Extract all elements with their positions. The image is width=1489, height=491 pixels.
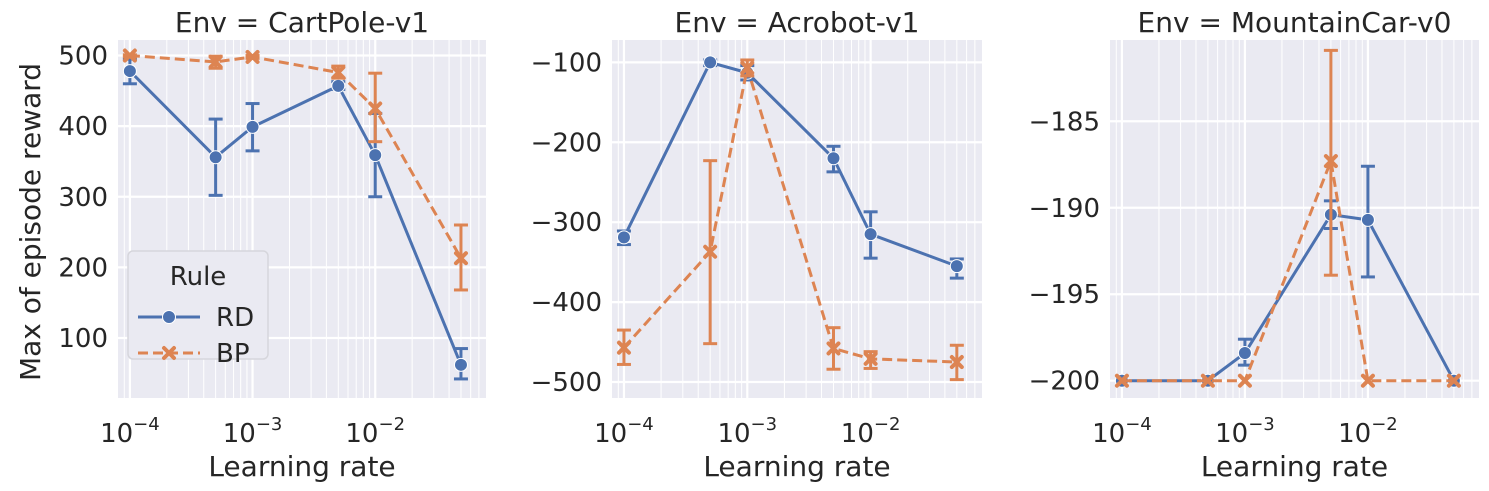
y-tick-label: −195 [1029,280,1100,310]
plot-area [1110,40,1479,398]
x-axis-label: Learning rate [208,450,395,483]
data-point [1114,373,1129,388]
data-point [703,244,718,259]
series-line [129,54,463,259]
legend-box [127,250,269,360]
data-point [368,101,383,116]
panel-1: 10−4 10−3 10−2 100 200 300 400 500 Env = CartPol… [58,6,486,483]
y-tick-label: 200 [58,253,108,283]
data-point [616,230,631,245]
data-point [331,65,346,80]
x-axis-label: Learning rate [703,450,890,483]
y-tick-label: 400 [58,112,108,142]
data-point [208,150,223,165]
data-point [1200,373,1215,388]
plot-area [612,40,982,398]
y-tick-label: 500 [58,42,108,72]
data-point [245,119,260,134]
data-point [740,60,755,75]
panels: 10−4 10−3 10−2 100 200 300 400 500 Env = CartPol… [58,6,1479,483]
series-line [1121,155,1454,383]
x-tick-label: 10−2 [1338,414,1398,449]
y-tick-label: −500 [531,368,602,398]
x-tick-label: 10−4 [594,414,654,449]
data-point [208,54,223,69]
panel-2: 10−4 10−3 10−2 −500 −400 −300 −200 −100 Env = Ac… [531,6,982,483]
data-point [826,341,841,356]
chart-title: Env = Acrobot-v1 [675,6,920,39]
chart-title: Env = MountainCar-v0 [1138,6,1452,39]
data-point [949,259,964,274]
data-point [863,227,878,242]
data-point [703,55,718,70]
x-tick-label: 10−2 [841,414,901,449]
data-point [1446,373,1461,388]
series-line [622,60,958,268]
x-tick-label: 10−4 [1092,414,1152,449]
y-tick-label: −190 [1029,194,1100,224]
data-point [1323,154,1338,169]
data-point [1360,212,1375,227]
x-tick-label: 10−3 [1215,414,1275,449]
legend-title: Rule [170,262,227,292]
legend-label: RD [216,303,254,333]
data-point [122,48,137,63]
series-line [128,70,463,366]
data-point [949,355,964,370]
data-point [453,357,468,372]
legend: Rule RD BP [127,250,269,369]
legend-entry-BP: BP [138,339,250,369]
y-tick-label: −100 [531,48,602,78]
data-point [368,148,383,163]
series-line [622,67,957,364]
series-BP [122,48,468,292]
y-tick-label: −300 [531,208,602,238]
y-tick-label: 300 [58,183,108,213]
chart-title: Env = CartPole-v1 [175,6,429,39]
panel-3: 10−4 10−3 10−2 −200 −195 −190 −185 Env = Mounta… [1029,6,1479,483]
data-point [1237,346,1252,361]
data-point [331,78,346,93]
y-tick-label: −400 [531,288,602,318]
legend-entry-RD: RD [138,303,254,333]
data-point [826,151,841,166]
y-axis-label: Max of episode reward [14,63,47,381]
data-point [1237,373,1252,388]
y-tick-label: −200 [531,128,602,158]
x-axis-label: Learning rate [1201,450,1388,483]
data-point [453,251,468,266]
data-point [616,340,631,355]
data-point [863,351,878,366]
x-tick-label: 10−3 [223,414,283,449]
data-point [1360,373,1375,388]
x-tick-label: 10−2 [345,414,405,449]
y-tick-label: −200 [1029,367,1100,397]
legend-label: BP [216,339,250,369]
series-BP [1114,48,1461,388]
y-tick-label: 100 [58,324,108,354]
y-tick-label: −185 [1029,107,1100,137]
x-tick-label: 10−3 [717,414,777,449]
series-line [1121,213,1456,383]
data-point [245,49,260,64]
series-BP [616,58,964,382]
x-tick-label: 10−4 [100,414,160,449]
data-point [122,64,137,79]
